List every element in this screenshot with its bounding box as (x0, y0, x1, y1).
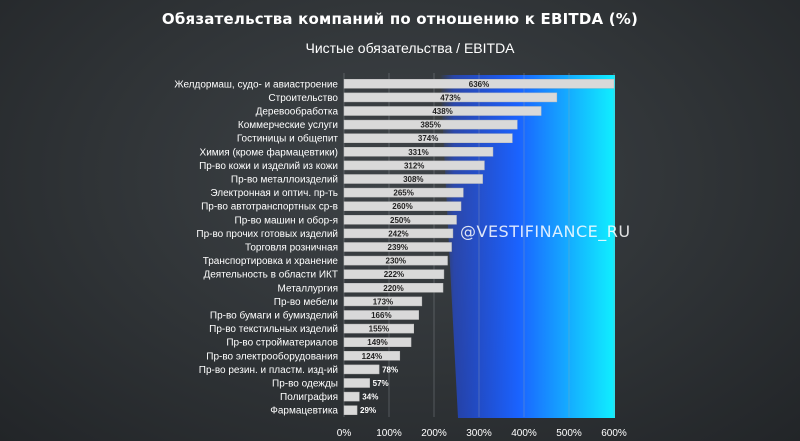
bar-value-label: 222% (384, 270, 404, 279)
bar-value-label: 438% (432, 107, 452, 116)
category-label: Пр-во металлоизделий (231, 175, 338, 186)
bar (343, 147, 494, 157)
category-label: Пр-во мебели (274, 296, 338, 308)
bar (343, 269, 445, 279)
bar-value-label: 166% (371, 311, 391, 320)
bar-value-label: 265% (393, 189, 413, 198)
bar (343, 228, 454, 239)
bar-value-label: 57% (373, 379, 389, 388)
category-label: Электронная и оптич. пр-ть (210, 188, 338, 199)
bar-value-label: 331% (408, 148, 428, 157)
category-label: Деятельность в области ИКТ (203, 269, 338, 281)
bar-value-label: 149% (367, 338, 387, 347)
category-label: Фармацевтика (270, 406, 338, 417)
bar (343, 215, 457, 225)
bar (343, 310, 419, 320)
chart-subtitle: Чистые обязательства / EBITDA (305, 40, 515, 56)
category-label: Коммерческие услуги (238, 120, 338, 131)
bar-value-label: 29% (360, 406, 376, 415)
category-label: Строительство (268, 93, 338, 104)
category-label: Деревообработка (256, 106, 339, 118)
bar (343, 296, 423, 307)
bar (343, 405, 358, 415)
category-label: Транспортировка и хранение (203, 256, 339, 267)
bar (343, 174, 483, 184)
category-label: Металлургия (278, 283, 338, 294)
x-tick-label: 400% (511, 428, 537, 439)
bar (343, 391, 360, 402)
bar-value-label: 312% (404, 161, 424, 170)
bar (343, 337, 412, 347)
chart-title: Обязательства компаний по отношению к EB… (161, 10, 639, 28)
bar-value-label: 78% (382, 365, 398, 374)
bar-value-label: 124% (362, 352, 382, 361)
bar-value-label: 242% (388, 229, 408, 238)
bar (343, 92, 558, 103)
bar-value-label: 34% (362, 393, 378, 402)
bar-value-label: 220% (383, 284, 403, 293)
x-tick-label: 200% (421, 428, 447, 439)
bar (343, 160, 485, 171)
bar (343, 119, 518, 130)
category-label: Пр-во резин. и пластм. изд-ий (199, 365, 338, 376)
bar (343, 351, 401, 361)
bar (343, 255, 448, 266)
bar (343, 201, 462, 211)
bar (343, 187, 464, 198)
category-label: Пр-во электрооборудования (206, 350, 338, 362)
bar-value-label: 636% (469, 80, 489, 89)
category-label: Пр-во одежды (272, 379, 338, 390)
bar (343, 283, 444, 293)
bar-value-label: 230% (386, 257, 406, 266)
x-tick-label: 600% (601, 428, 627, 439)
category-label: Химия (кроме фармацевтики) (200, 146, 338, 158)
bar-value-label: 260% (392, 202, 412, 211)
bar-value-label: 173% (373, 297, 393, 306)
category-label: Пр-во текстильных изделий (209, 324, 338, 335)
bar-value-label: 473% (440, 93, 460, 102)
bar-value-label: 239% (388, 243, 408, 252)
bar (343, 133, 513, 143)
bar (343, 242, 452, 252)
category-label: Желдормаш, судо- и авиастроение (174, 79, 338, 90)
category-label: Пр-во прочих готовых изделий (196, 229, 338, 240)
x-tick-label: 300% (466, 428, 492, 439)
x-tick-label: 0% (337, 428, 352, 439)
category-label: Пр-во бумаги и бумизделий (210, 310, 338, 322)
bar (343, 323, 414, 334)
bar-value-label: 308% (403, 175, 423, 184)
x-tick-label: 100% (376, 428, 402, 439)
category-label: Пр-во автотранспортных ср-в (201, 202, 338, 213)
bar-value-label: 374% (418, 134, 438, 143)
category-label: Торговля розничная (245, 243, 338, 254)
category-label: Пр-во машин и обор-я (235, 214, 339, 226)
bar-value-label: 155% (369, 325, 389, 334)
category-label: Пр-во стройматериалов (226, 338, 338, 349)
bar (343, 364, 380, 375)
bar-value-label: 250% (390, 216, 410, 225)
category-label: Пр-во кожи и изделий из кожи (199, 161, 338, 172)
bar (343, 106, 542, 116)
category-label: Гостиницы и общепит (237, 133, 339, 145)
x-tick-label: 500% (556, 428, 582, 439)
bar (343, 378, 370, 388)
bar (343, 79, 615, 89)
watermark: @VESTIFINANCE_RU (460, 222, 631, 241)
bar-value-label: 385% (420, 121, 440, 130)
category-label: Полиграфия (280, 391, 338, 403)
